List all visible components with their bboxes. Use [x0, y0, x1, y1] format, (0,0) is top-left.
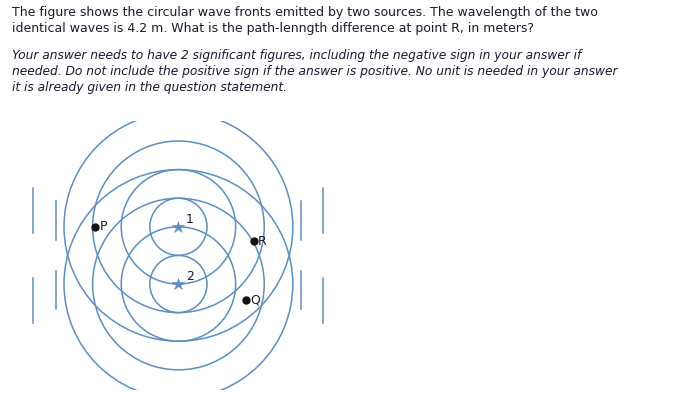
Text: R: R [258, 234, 267, 248]
Text: The figure shows the circular wave fronts emitted by two sources. The wavelength: The figure shows the circular wave front… [12, 6, 598, 19]
Text: needed. Do not include the positive sign if the answer is positive. No unit is n: needed. Do not include the positive sign… [12, 65, 618, 78]
Text: it is already given in the question statement.: it is already given in the question stat… [12, 81, 287, 94]
Text: P: P [99, 220, 107, 233]
Text: Your answer needs to have 2 significant figures, including the negative sign in : Your answer needs to have 2 significant … [12, 50, 582, 63]
Text: 2: 2 [186, 270, 193, 283]
Text: Q: Q [250, 294, 260, 307]
Text: 1: 1 [186, 213, 193, 226]
Text: identical waves is 4.2 m. What is the path-lenngth difference at point R, in met: identical waves is 4.2 m. What is the pa… [12, 22, 535, 35]
